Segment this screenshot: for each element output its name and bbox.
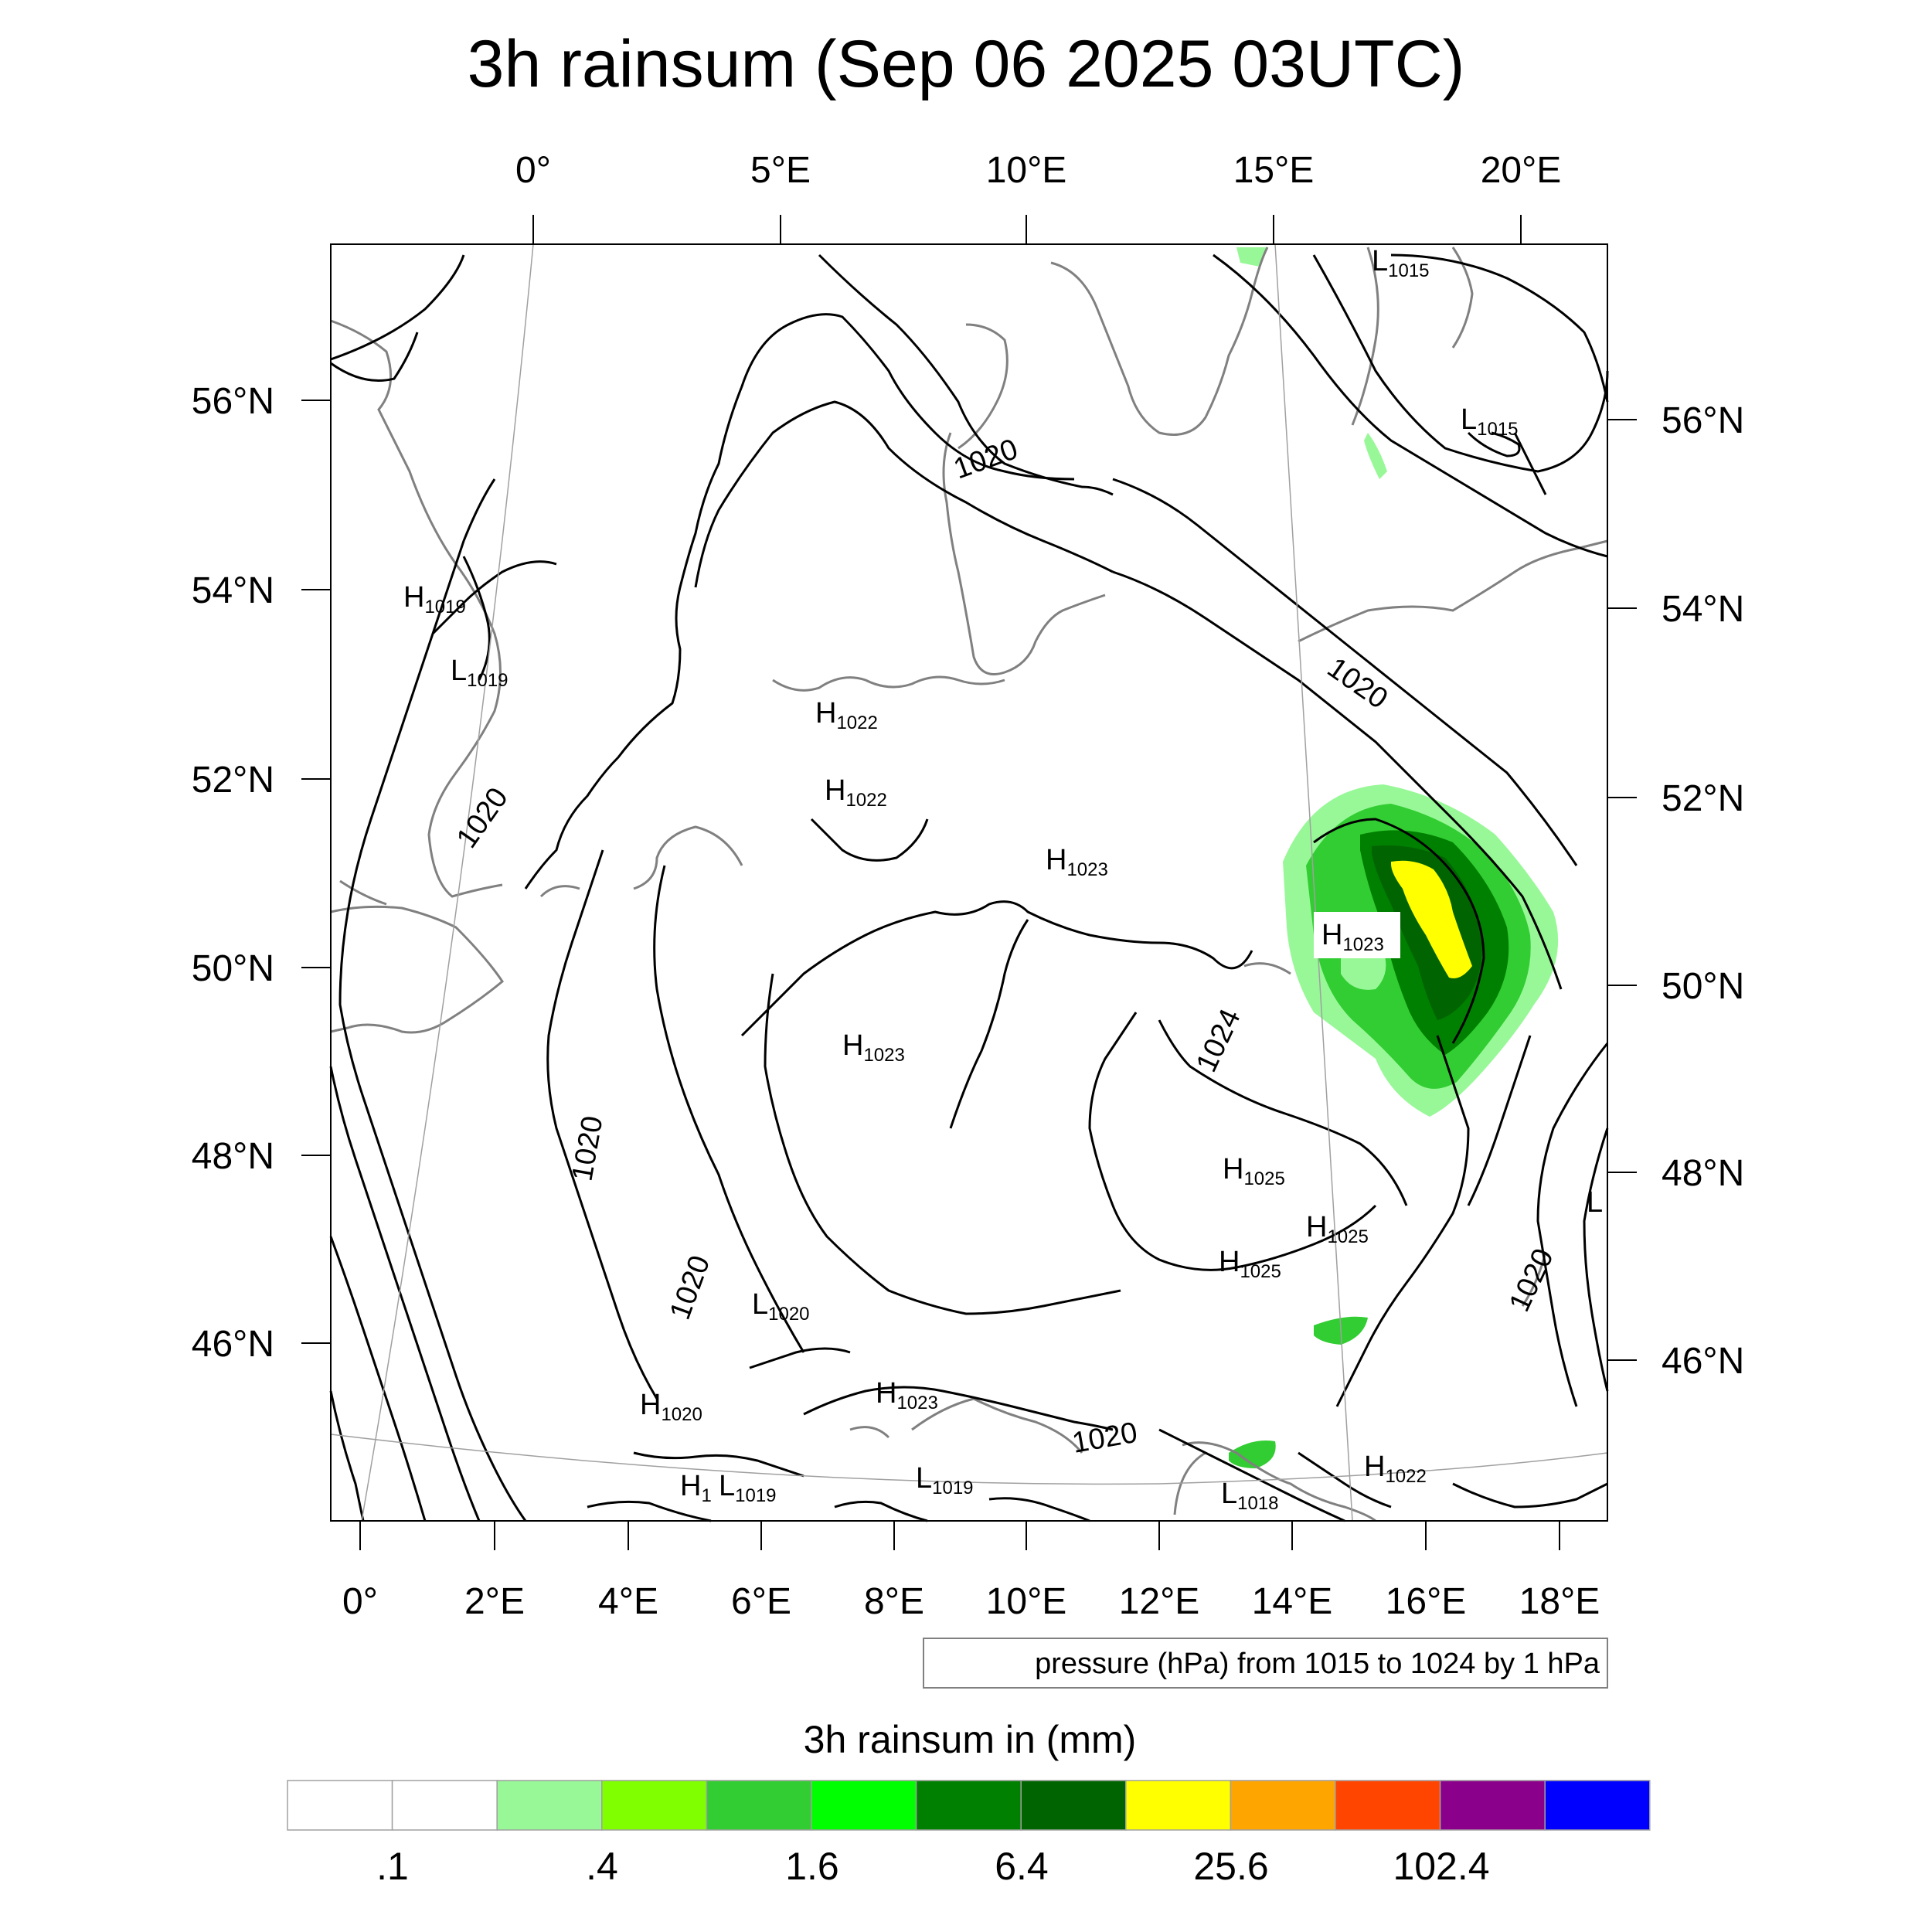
pressure-centers: L1015 L1015 H1019 L1019 H1022 H1022 H102… <box>403 245 1603 1514</box>
colorbar-swatch <box>1439 1780 1546 1831</box>
pressure-info-box: pressure (hPa) from 1015 to 1024 by 1 hP… <box>923 1638 1608 1689</box>
colorbar-tick-labels: .1 .4 1.6 6.4 25.6 102.4 <box>376 1845 1489 1888</box>
map-title: 3h rainsum (Sep 06 2025 03UTC) <box>468 27 1465 101</box>
colorbar-swatch <box>1125 1780 1232 1831</box>
high-center: H1025 <box>1223 1153 1285 1189</box>
right-tick-label: 54°N <box>1662 589 1744 630</box>
axis-ticks <box>301 215 1637 1550</box>
high-center: H1022 <box>825 774 887 811</box>
top-tick-label: 0° <box>515 150 551 191</box>
left-tick-label: 54°N <box>192 570 274 611</box>
top-tick-label: 15°E <box>1233 150 1315 191</box>
low-center: L1018 <box>1221 1478 1279 1514</box>
colorbar-swatch <box>1544 1780 1651 1831</box>
right-tick-label: 52°N <box>1662 778 1744 819</box>
left-tick-label: 56°N <box>192 381 274 422</box>
left-tick-label: 50°N <box>192 948 274 989</box>
high-center: H1023 <box>1046 844 1108 880</box>
colorbar-swatch <box>496 1780 603 1831</box>
colorbar-swatch <box>915 1780 1022 1831</box>
colorbar-swatch <box>391 1780 498 1831</box>
low-center: L1020 <box>752 1288 810 1325</box>
right-tick-label: 50°N <box>1662 966 1744 1007</box>
bottom-tick-label: 10°E <box>986 1581 1067 1622</box>
map-frame <box>330 243 1608 1522</box>
high-center: H1023 <box>876 1377 938 1413</box>
bottom-tick-label: 12°E <box>1119 1581 1200 1622</box>
colorbar-tick-label: 102.4 <box>1393 1845 1489 1888</box>
coastlines <box>330 247 1608 1522</box>
right-tick-label: 46°N <box>1662 1341 1744 1382</box>
left-tick-label: 52°N <box>192 760 274 801</box>
top-tick-label: 5°E <box>750 150 811 191</box>
colorbar-tick-label: 1.6 <box>785 1845 839 1888</box>
rain-area <box>1229 247 1559 1468</box>
colorbar-swatch <box>1230 1780 1336 1831</box>
colorbar-swatch <box>601 1780 708 1831</box>
right-axis-labels: 56°N 54°N 52°N 50°N 48°N 46°N <box>1662 400 1744 1382</box>
high-center: H1020 <box>640 1389 702 1425</box>
bottom-tick-label: 2°E <box>464 1581 525 1622</box>
right-tick-label: 56°N <box>1662 400 1744 441</box>
label-background <box>1314 912 1400 958</box>
high-center: H1 <box>680 1470 712 1506</box>
colorbar-swatch <box>287 1780 393 1831</box>
high-center: H1025 <box>1306 1211 1369 1247</box>
colorbar-title: 3h rainsum in (mm) <box>804 1718 1137 1761</box>
top-axis-labels: 0° 5°E 10°E 15°E 20°E <box>515 150 1561 191</box>
high-center: H1023 <box>1321 919 1384 955</box>
bottom-axis-labels: 0° 2°E 4°E 6°E 8°E 10°E 12°E 14°E 16°E 1… <box>342 1581 1600 1622</box>
left-tick-label: 46°N <box>192 1324 274 1365</box>
colorbar-swatch <box>706 1780 812 1831</box>
top-tick-label: 10°E <box>986 150 1067 191</box>
bottom-tick-label: 0° <box>342 1581 378 1622</box>
bottom-tick-label: 8°E <box>864 1581 924 1622</box>
low-center: L1015 <box>1461 403 1519 440</box>
pressure-info-text: pressure (hPa) from 1015 to 1024 by 1 hP… <box>1035 1648 1600 1680</box>
colorbar-tick-label: .1 <box>376 1845 409 1888</box>
colorbar-swatch <box>811 1780 917 1831</box>
right-tick-label: 48°N <box>1662 1153 1744 1194</box>
low-center: L <box>1587 1186 1603 1219</box>
colorbar-tick-label: .4 <box>586 1845 618 1888</box>
high-center: H1022 <box>1364 1451 1427 1487</box>
high-center: H1022 <box>815 697 878 733</box>
bottom-tick-label: 18°E <box>1519 1581 1600 1622</box>
bottom-tick-label: 4°E <box>598 1581 658 1622</box>
bottom-tick-label: 16°E <box>1386 1581 1467 1622</box>
low-center: L1019 <box>719 1470 777 1506</box>
colorbar-swatch <box>1020 1780 1127 1831</box>
left-axis-labels: 56°N 54°N 52°N 50°N 48°N 46°N <box>192 381 274 1365</box>
colorbar: 3h rainsum in (mm) .1 .4 1.6 6.4 25.6 10… <box>287 1718 1651 1888</box>
bottom-tick-label: 6°E <box>731 1581 791 1622</box>
low-center: L1019 <box>451 655 509 691</box>
colorbar-boxes <box>287 1780 1651 1831</box>
high-center: H1019 <box>403 581 466 617</box>
bottom-tick-label: 14°E <box>1252 1581 1333 1622</box>
top-tick-label: 20°E <box>1481 150 1562 191</box>
colorbar-tick-label: 6.4 <box>995 1845 1049 1888</box>
low-center: L1015 <box>1372 245 1430 281</box>
map-panel: 1020 1020 1020 1024 1020 1020 1020 1020 … <box>329 243 1609 1522</box>
left-tick-label: 48°N <box>192 1136 274 1177</box>
colorbar-tick-label: 25.6 <box>1193 1845 1268 1888</box>
isobars <box>329 253 1609 1522</box>
low-center: L1019 <box>916 1462 974 1498</box>
graticule <box>330 243 1608 1522</box>
high-center: H1023 <box>842 1029 905 1066</box>
colorbar-swatch <box>1335 1780 1441 1831</box>
high-center: H1025 <box>1219 1246 1281 1282</box>
